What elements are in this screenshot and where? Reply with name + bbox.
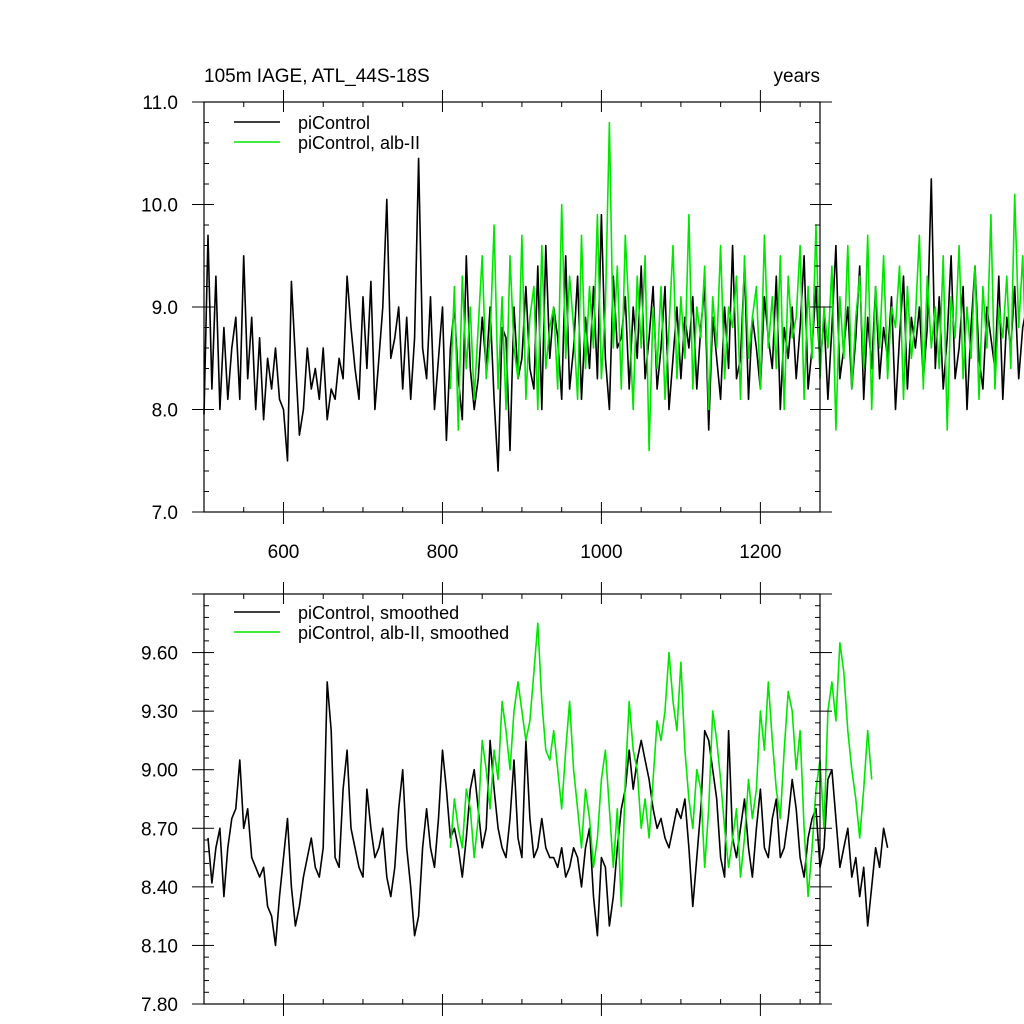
bottom-series-layer [207, 622, 889, 947]
top-series-layer [203, 121, 1024, 472]
top-x-tick-label: 600 [268, 542, 300, 563]
legend-label-alb-ii: piControl, alb-II [298, 133, 420, 153]
legend-label-picontrol-smoothed: piControl, smoothed [298, 603, 459, 623]
bottom-series-line-2 [449, 622, 873, 908]
bottom-panel: 7.80 8.10 8.40 8.70 9.00 9.30 9.60 piControl, … [141, 582, 889, 1016]
bottom-y-tick-label: 8.10 [141, 936, 178, 957]
bottom-y-tick-label: 9.00 [141, 761, 178, 782]
top-y-tick-label: 7.0 [152, 503, 178, 524]
top-x-tick-label: 1000 [580, 542, 622, 563]
bottom-plot-frame [203, 593, 821, 1005]
chart-title: 105m IAGE, ATL_44S-18S [204, 66, 430, 87]
top-x-tick-label: 1200 [739, 542, 781, 563]
top-x-tick-label: 800 [427, 542, 459, 563]
bottom-series-line-1 [207, 681, 889, 947]
bottom-legend: piControl, smoothed piControl, alb-II, s… [234, 603, 509, 643]
legend-label-picontrol: piControl [298, 113, 370, 133]
top-panel: 600 800 1000 1200 7.0 8.0 9.0 10.0 11.0 piContro… [141, 90, 1024, 563]
top-y-tick-label: 8.0 [152, 401, 178, 422]
bottom-y-tick-label: 9.30 [141, 702, 178, 723]
bottom-axes: 7.80 8.10 8.40 8.70 9.00 9.30 9.60 [141, 582, 832, 1016]
top-y-tick-label: 11.0 [142, 93, 178, 114]
bottom-y-tick-label: 9.60 [141, 644, 178, 665]
bottom-y-tick-label: 8.40 [141, 878, 178, 899]
chart-units-label: years [774, 66, 820, 87]
legend-label-alb-ii-smoothed: piControl, alb-II, smoothed [298, 623, 509, 643]
top-y-tick-label: 10.0 [141, 196, 178, 217]
bottom-y-tick-label: 7.80 [141, 995, 178, 1016]
bottom-y-tick-label: 8.70 [141, 819, 178, 840]
top-series-line-2 [449, 121, 1024, 452]
top-axes: 600 800 1000 1200 7.0 8.0 9.0 10.0 11.0 [141, 90, 832, 563]
top-y-tick-label: 9.0 [152, 298, 178, 319]
top-legend: piControl piControl, alb-II [234, 113, 420, 153]
